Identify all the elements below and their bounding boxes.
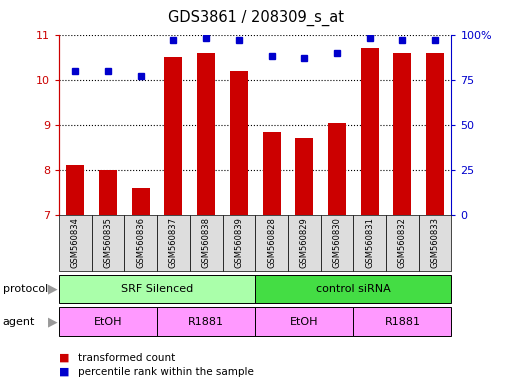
Text: EtOH: EtOH bbox=[94, 316, 122, 327]
Text: ▶: ▶ bbox=[48, 315, 57, 328]
Text: GSM560832: GSM560832 bbox=[398, 217, 407, 268]
Bar bbox=[165, 57, 183, 215]
Text: percentile rank within the sample: percentile rank within the sample bbox=[78, 367, 254, 377]
Text: GSM560838: GSM560838 bbox=[202, 217, 211, 268]
Text: R1881: R1881 bbox=[188, 316, 224, 327]
Text: R1881: R1881 bbox=[384, 316, 420, 327]
Bar bbox=[426, 53, 444, 215]
Text: GSM560839: GSM560839 bbox=[234, 217, 243, 268]
Text: protocol: protocol bbox=[3, 284, 48, 294]
Text: GSM560829: GSM560829 bbox=[300, 217, 309, 268]
Bar bbox=[66, 166, 84, 215]
Bar bbox=[328, 122, 346, 215]
Text: agent: agent bbox=[3, 316, 35, 327]
Text: transformed count: transformed count bbox=[78, 353, 176, 363]
Bar bbox=[99, 170, 117, 215]
Bar bbox=[132, 188, 150, 215]
Bar bbox=[263, 132, 281, 215]
Bar bbox=[393, 53, 411, 215]
Text: GDS3861 / 208309_s_at: GDS3861 / 208309_s_at bbox=[168, 10, 345, 26]
Text: ■: ■ bbox=[59, 367, 69, 377]
Text: GSM560828: GSM560828 bbox=[267, 217, 276, 268]
Bar bbox=[230, 71, 248, 215]
Text: GSM560834: GSM560834 bbox=[71, 217, 80, 268]
Bar bbox=[361, 48, 379, 215]
Text: GSM560836: GSM560836 bbox=[136, 217, 145, 268]
Text: control siRNA: control siRNA bbox=[316, 284, 391, 294]
Text: ▶: ▶ bbox=[48, 283, 57, 295]
Text: SRF Silenced: SRF Silenced bbox=[121, 284, 193, 294]
Text: GSM560833: GSM560833 bbox=[430, 217, 440, 268]
Bar bbox=[295, 138, 313, 215]
Text: GSM560837: GSM560837 bbox=[169, 217, 178, 268]
Text: ■: ■ bbox=[59, 353, 69, 363]
Text: GSM560831: GSM560831 bbox=[365, 217, 374, 268]
Text: GSM560835: GSM560835 bbox=[104, 217, 112, 268]
Bar bbox=[197, 53, 215, 215]
Text: EtOH: EtOH bbox=[290, 316, 319, 327]
Text: GSM560830: GSM560830 bbox=[332, 217, 342, 268]
